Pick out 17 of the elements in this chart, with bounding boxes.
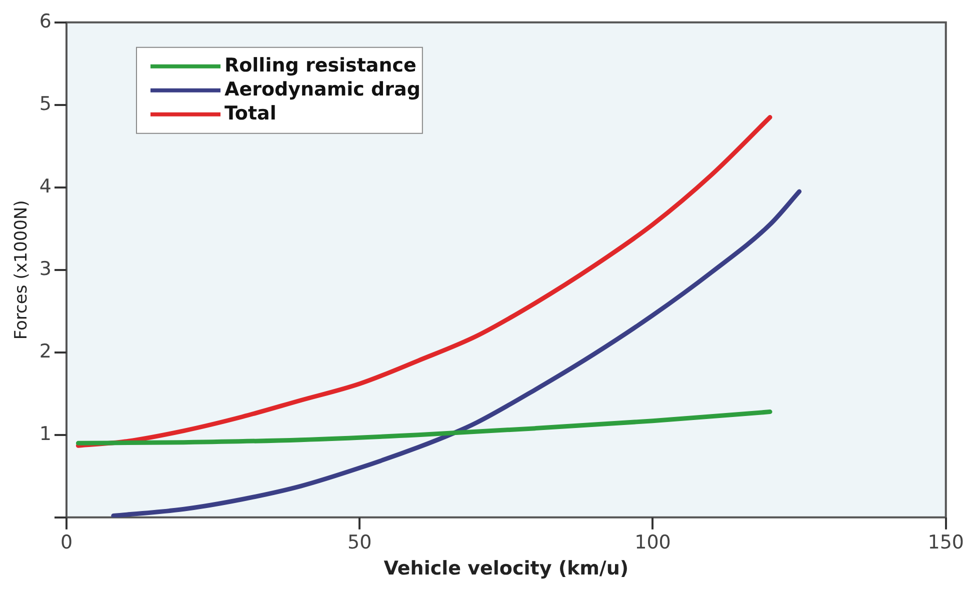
legend-label: Total	[224, 102, 276, 124]
y-tick-label: 6	[39, 10, 52, 32]
x-tick-label: 100	[634, 532, 671, 554]
x-tick-label: 50	[348, 532, 372, 554]
y-tick-label: 1	[39, 422, 52, 445]
legend-label: Aerodynamic drag	[224, 78, 420, 100]
legend-label: Rolling resistance	[224, 54, 416, 76]
x-tick-label: 0	[60, 532, 73, 554]
x-axis-title: Vehicle velocity (km/u)	[384, 558, 629, 580]
line-series	[111, 189, 802, 518]
y-tick-label: 4	[39, 175, 52, 198]
y-tick-label: 3	[39, 258, 52, 280]
y-axis-title: Forces (x1000N)	[12, 200, 32, 340]
x-tick-label: 150	[928, 532, 964, 554]
line-series	[76, 410, 772, 446]
y-tick-label: 2	[39, 340, 52, 362]
y-tick-label: 5	[39, 92, 52, 115]
